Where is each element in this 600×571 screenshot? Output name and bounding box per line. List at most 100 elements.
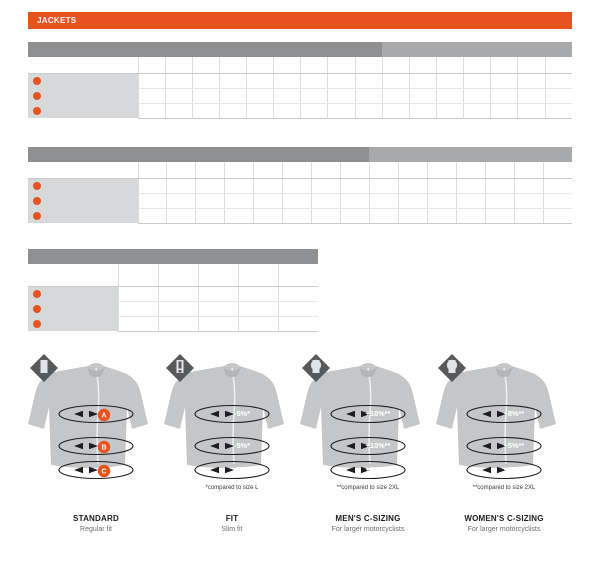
table-cell bbox=[237, 316, 278, 332]
table-cell bbox=[455, 193, 486, 209]
table-cell bbox=[339, 208, 370, 224]
table-cell bbox=[273, 103, 301, 119]
men-column-header bbox=[137, 57, 166, 74]
jacket-shape bbox=[164, 363, 284, 468]
table-cell bbox=[197, 286, 238, 302]
page-title-bar: JACKETS bbox=[28, 12, 572, 29]
men-column-header bbox=[191, 57, 220, 74]
table-cell bbox=[484, 208, 515, 224]
women-column-header bbox=[253, 162, 283, 179]
women-group-right-label bbox=[369, 147, 572, 162]
table-cell bbox=[490, 88, 518, 104]
table-cell bbox=[368, 208, 399, 224]
svg-text:C: C bbox=[101, 468, 106, 475]
measure-band-3 bbox=[194, 460, 270, 480]
jacket-shape bbox=[300, 363, 420, 468]
men-column-header bbox=[245, 57, 274, 74]
table-cell bbox=[426, 208, 457, 224]
svg-text:B: B bbox=[101, 444, 106, 451]
women-column-header bbox=[397, 162, 428, 179]
table-cell bbox=[408, 73, 437, 89]
band-label-1: +8%** bbox=[504, 409, 525, 418]
table-cell bbox=[513, 178, 544, 194]
band-label-2: -5%* bbox=[234, 441, 250, 450]
women-group-left-label bbox=[28, 147, 370, 162]
women-column-header bbox=[224, 162, 254, 179]
table-cell bbox=[517, 103, 545, 119]
measure-band-1 bbox=[330, 404, 406, 424]
table-cell bbox=[327, 103, 355, 119]
measure-badge-c-icon bbox=[33, 106, 41, 115]
page-title: JACKETS bbox=[37, 16, 77, 25]
figure-standard: A B C STANDARD Regular fit bbox=[28, 352, 164, 552]
table-cell bbox=[195, 178, 225, 194]
table-cell bbox=[354, 73, 383, 89]
women-column-header bbox=[195, 162, 225, 179]
svg-text:A: A bbox=[101, 412, 106, 419]
table-cell bbox=[397, 178, 428, 194]
table-cell bbox=[339, 193, 370, 209]
table-cell bbox=[191, 103, 220, 119]
table-cell bbox=[544, 88, 573, 104]
band-marker-c-icon: C bbox=[97, 464, 111, 478]
women-column-header bbox=[137, 162, 167, 179]
table-row bbox=[28, 286, 319, 302]
table-cell bbox=[237, 301, 278, 317]
table-cell bbox=[542, 193, 572, 209]
band-marker-b-icon: B bbox=[97, 440, 111, 454]
women-column-header bbox=[311, 162, 341, 179]
caption-title: FIT bbox=[225, 514, 239, 523]
table-cell bbox=[137, 193, 167, 209]
women-column-header-row bbox=[28, 162, 572, 179]
measure-band-2 bbox=[466, 436, 542, 456]
table-cell bbox=[191, 88, 220, 104]
women-column-header bbox=[426, 162, 457, 179]
table-row bbox=[28, 208, 572, 224]
table-cell bbox=[164, 103, 193, 119]
table-cell bbox=[354, 88, 383, 104]
women-column-header bbox=[455, 162, 486, 179]
table-row bbox=[28, 193, 572, 209]
table-cell bbox=[381, 103, 410, 119]
men-column-header bbox=[408, 57, 437, 74]
band-label-3: +10%** bbox=[366, 465, 391, 474]
men-column-header bbox=[300, 57, 328, 74]
table-cell bbox=[117, 316, 158, 332]
table-cell bbox=[166, 208, 196, 224]
table-row bbox=[28, 103, 573, 119]
table-cell bbox=[408, 103, 437, 119]
table-cell bbox=[426, 193, 457, 209]
measure-band-2 bbox=[58, 436, 134, 456]
children-row-label-b bbox=[28, 301, 118, 316]
children-column-header bbox=[117, 264, 158, 287]
figure-note-mens-c-sizing: **compared to size 2XL bbox=[336, 485, 400, 491]
mens-c-sizing-diamond-icon bbox=[302, 354, 330, 382]
children-row-label-c bbox=[28, 316, 118, 331]
men-column-header bbox=[490, 57, 518, 74]
table-cell bbox=[354, 103, 383, 119]
children-column-header bbox=[157, 264, 198, 287]
table-cell bbox=[273, 88, 301, 104]
table-cell bbox=[339, 178, 370, 194]
men-size-table-wrap bbox=[28, 42, 573, 119]
table-cell bbox=[397, 208, 428, 224]
figure-caption-standard: STANDARD Regular fit bbox=[28, 514, 164, 533]
table-cell bbox=[311, 193, 341, 209]
men-row-label-c bbox=[28, 103, 138, 118]
table-cell bbox=[408, 88, 437, 104]
measure-badge-b-icon bbox=[33, 196, 41, 205]
men-size-table bbox=[28, 42, 573, 119]
children-column-header bbox=[197, 264, 238, 287]
table-cell bbox=[490, 73, 518, 89]
table-cell bbox=[368, 193, 399, 209]
men-column-header bbox=[164, 57, 193, 74]
table-cell bbox=[224, 208, 254, 224]
children-column-header bbox=[237, 264, 278, 287]
fit-illustrations: A B C STANDARD Regular fit -5%* -5%* -5%* *compa… bbox=[28, 352, 572, 552]
men-column-header bbox=[435, 57, 464, 74]
caption-subtitle: For larger motorcyclists bbox=[467, 526, 541, 533]
table-cell bbox=[426, 178, 457, 194]
table-cell bbox=[166, 178, 196, 194]
men-row-label-b bbox=[28, 88, 138, 103]
table-cell bbox=[300, 88, 328, 104]
